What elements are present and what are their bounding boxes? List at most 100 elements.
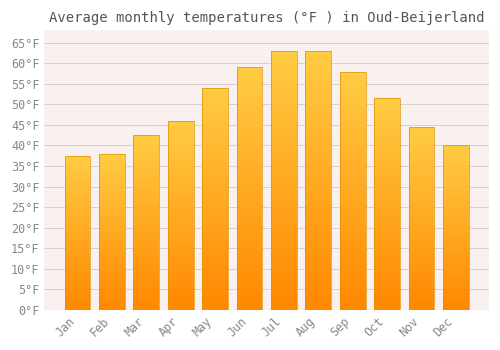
Bar bbox=[168, 306, 194, 308]
Bar bbox=[408, 266, 434, 268]
Bar bbox=[99, 302, 125, 303]
Bar bbox=[99, 274, 125, 275]
Bar bbox=[168, 140, 194, 142]
Bar bbox=[306, 196, 331, 198]
Bar bbox=[374, 204, 400, 206]
Bar bbox=[408, 145, 434, 147]
Bar bbox=[236, 215, 262, 218]
Bar bbox=[64, 308, 90, 310]
Bar bbox=[64, 222, 90, 223]
Bar bbox=[340, 248, 365, 250]
Bar bbox=[236, 116, 262, 118]
Bar bbox=[271, 124, 297, 126]
Bar bbox=[202, 261, 228, 263]
Bar bbox=[134, 175, 159, 177]
Bar bbox=[408, 220, 434, 222]
Bar bbox=[202, 141, 228, 144]
Bar bbox=[443, 167, 468, 168]
Bar bbox=[134, 285, 159, 287]
Bar bbox=[134, 303, 159, 304]
Bar bbox=[306, 243, 331, 245]
Bar bbox=[340, 79, 365, 81]
Bar bbox=[99, 211, 125, 213]
Bar bbox=[408, 217, 434, 218]
Bar bbox=[408, 270, 434, 271]
Bar bbox=[99, 188, 125, 190]
Bar bbox=[374, 231, 400, 233]
Bar bbox=[443, 168, 468, 170]
Bar bbox=[168, 153, 194, 155]
Bar bbox=[374, 293, 400, 295]
Bar bbox=[443, 149, 468, 150]
Bar bbox=[374, 185, 400, 187]
Bar bbox=[374, 172, 400, 174]
Bar bbox=[374, 240, 400, 242]
Bar bbox=[134, 296, 159, 298]
Bar bbox=[168, 162, 194, 164]
Bar bbox=[443, 154, 468, 155]
Bar bbox=[168, 168, 194, 170]
Bar bbox=[99, 204, 125, 205]
Bar bbox=[443, 213, 468, 215]
Bar bbox=[134, 252, 159, 254]
Bar bbox=[443, 252, 468, 254]
Bar bbox=[306, 66, 331, 69]
Bar bbox=[202, 88, 228, 310]
Bar bbox=[168, 176, 194, 177]
Bar bbox=[64, 216, 90, 217]
Bar bbox=[99, 227, 125, 229]
Bar bbox=[374, 100, 400, 103]
Bar bbox=[202, 259, 228, 261]
Bar bbox=[134, 254, 159, 256]
Bar bbox=[443, 277, 468, 279]
Bar bbox=[271, 222, 297, 224]
Bar bbox=[408, 178, 434, 180]
Bar bbox=[168, 253, 194, 255]
Bar bbox=[64, 214, 90, 216]
Bar bbox=[443, 237, 468, 239]
Bar bbox=[236, 205, 262, 208]
Bar bbox=[99, 164, 125, 166]
Bar bbox=[271, 157, 297, 160]
Bar bbox=[374, 251, 400, 253]
Bar bbox=[202, 243, 228, 245]
Bar bbox=[64, 259, 90, 260]
Bar bbox=[99, 222, 125, 224]
Bar bbox=[236, 147, 262, 150]
Bar bbox=[306, 79, 331, 82]
Bar bbox=[374, 215, 400, 217]
Bar bbox=[64, 271, 90, 273]
Bar bbox=[202, 228, 228, 230]
Bar bbox=[64, 302, 90, 303]
Bar bbox=[306, 147, 331, 149]
Bar bbox=[64, 239, 90, 240]
Bar bbox=[64, 262, 90, 264]
Bar bbox=[236, 191, 262, 194]
Bar bbox=[408, 198, 434, 200]
Bar bbox=[134, 245, 159, 247]
Bar bbox=[99, 197, 125, 199]
Bar bbox=[443, 182, 468, 183]
Bar bbox=[168, 149, 194, 151]
Bar bbox=[374, 107, 400, 109]
Bar bbox=[271, 149, 297, 152]
Bar bbox=[134, 282, 159, 284]
Bar bbox=[271, 144, 297, 147]
Bar bbox=[168, 283, 194, 285]
Bar bbox=[99, 191, 125, 193]
Bar bbox=[64, 287, 90, 288]
Bar bbox=[202, 168, 228, 170]
Bar bbox=[168, 159, 194, 160]
Bar bbox=[374, 105, 400, 107]
Bar bbox=[306, 198, 331, 201]
Bar bbox=[340, 307, 365, 310]
Bar bbox=[443, 257, 468, 259]
Bar bbox=[64, 234, 90, 236]
Bar bbox=[374, 238, 400, 240]
Bar bbox=[64, 298, 90, 299]
Bar bbox=[306, 69, 331, 72]
Bar bbox=[340, 131, 365, 133]
Bar bbox=[340, 124, 365, 126]
Bar bbox=[64, 213, 90, 214]
Bar bbox=[134, 221, 159, 223]
